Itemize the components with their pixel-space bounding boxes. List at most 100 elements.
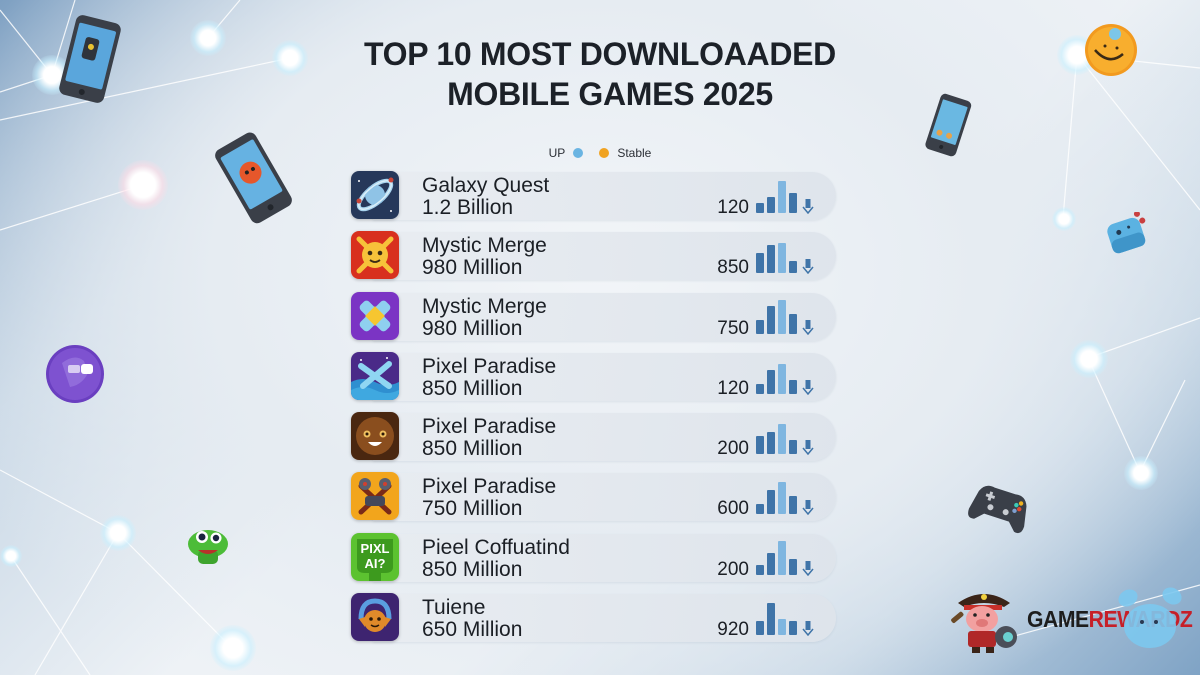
game-downloads: 850 Million: [422, 437, 523, 461]
pixl-text-icon: PIXL AI?: [351, 532, 399, 581]
brown-face-icon: [351, 412, 399, 461]
glow-dot: [100, 515, 136, 551]
list-item[interactable]: Pixel Paradise 850 Million 120: [351, 351, 836, 402]
list-item[interactable]: Pixel Paradise 750 Million 600: [351, 472, 836, 522]
game-name: Galaxy Quest: [422, 174, 550, 197]
glow-dot: [272, 40, 308, 76]
trend-bar: [767, 432, 775, 455]
list-item[interactable]: Tuiene 650 Million 920: [351, 593, 836, 643]
game-score: 120: [717, 377, 749, 399]
title-line-2: MOBILE GAMES 2025: [447, 76, 773, 112]
svg-text:AI?: AI?: [365, 556, 386, 571]
purple-ball-icon: [46, 345, 104, 403]
glow-dot: [1052, 207, 1076, 231]
game-downloads: 650 Million: [422, 618, 523, 642]
list-item[interactable]: Mystic Merge 980 Million 850: [351, 231, 836, 281]
smiley-icon: [1085, 24, 1137, 76]
trend-bar: [789, 313, 797, 334]
trend-bar: [756, 504, 764, 515]
trend-bar: [756, 436, 764, 455]
arrow-down-icon: [802, 199, 814, 214]
game-downloads: 750 Million: [422, 497, 523, 521]
list-item[interactable]: Mystic Merge 980 Million 750: [351, 291, 836, 342]
brand-part-1: GAME: [1027, 606, 1089, 632]
trend-bars: [756, 362, 800, 394]
gamepad-icon: [968, 485, 1027, 534]
trend-bars: [756, 540, 800, 575]
trend-bar: [778, 299, 786, 334]
page-title: TOP 10 MOST DOWNLOAADED MOBILE GAMES 202…: [0, 34, 1200, 114]
planet-icon: [351, 171, 399, 219]
arrow-down-icon: [802, 560, 814, 576]
game-downloads: 1.2 Billion: [422, 196, 514, 219]
arrow-down-icon: [802, 259, 814, 275]
trend-bar: [789, 496, 797, 515]
legend-item-stable: Stable: [599, 146, 651, 160]
trend-bar: [756, 621, 764, 636]
trend-bar: [756, 319, 764, 334]
game-score: 200: [717, 438, 749, 460]
pirate-pig-mascot-icon: [951, 594, 1017, 653]
arrow-down-icon: [802, 500, 814, 516]
game-name: Pixel Paradise: [422, 415, 557, 439]
games-list: Galaxy Quest 1.2 Billion 120 Mystic Merg…: [351, 171, 836, 653]
trend-bar: [789, 379, 797, 394]
trend-bar: [778, 482, 786, 515]
monkey-headphones-icon: [351, 593, 399, 642]
gem-cross-icon: [351, 291, 399, 340]
arrow-down-icon: [802, 440, 814, 456]
trend-bar: [756, 253, 764, 274]
glow-dot: [1070, 340, 1108, 378]
game-score: 750: [717, 317, 749, 339]
trend-bar: [767, 197, 775, 213]
glow-dot: [190, 20, 226, 56]
arrow-down-icon: [802, 621, 814, 637]
legend-item-up: UP: [549, 146, 584, 160]
trend-bar: [767, 490, 775, 515]
trend-bar: [789, 440, 797, 455]
trend-bar: [789, 193, 797, 213]
trend-bar: [767, 245, 775, 274]
phone-icon: [59, 15, 121, 103]
blue-blob-mascot-icon: [1118, 587, 1182, 648]
phone-icon: [925, 93, 972, 157]
game-score: 200: [717, 558, 749, 580]
game-name: Pixel Paradise: [422, 475, 557, 499]
trend-bars: [756, 422, 800, 455]
legend-label-up: UP: [548, 146, 566, 160]
trend-bar: [778, 619, 786, 636]
trend-bars: [756, 482, 800, 515]
frog-toy-icon: [188, 530, 228, 564]
game-name: Mystic Merge: [422, 234, 547, 258]
plane-wave-icon: [351, 351, 399, 400]
game-name: Tuiene: [422, 596, 486, 620]
game-downloads: 850 Million: [422, 376, 523, 400]
legend: UP Stable: [0, 146, 1200, 160]
game-name: Mystic Merge: [422, 294, 547, 318]
glow-dot: [210, 625, 256, 671]
title-line-1: TOP 10 MOST DOWNLOAADED: [364, 36, 836, 72]
trend-bar: [789, 558, 797, 575]
game-downloads: 850 Million: [422, 557, 523, 581]
trend-bar: [778, 243, 786, 274]
svg-text:PIXL: PIXL: [361, 541, 390, 556]
trend-bars: [756, 299, 800, 334]
list-item[interactable]: Galaxy Quest 1.2 Billion 120: [351, 171, 836, 221]
list-item[interactable]: PIXL AI? Pieel Coffuatind 850 Million 20…: [351, 532, 836, 583]
phone-icon: [215, 132, 292, 224]
game-name: Pieel Coffuatind: [422, 535, 570, 559]
legend-dot-stable-icon: [599, 148, 610, 158]
game-downloads: 980 Million: [422, 316, 523, 340]
glow-dot: [118, 160, 168, 210]
trend-bar: [756, 564, 764, 575]
list-item[interactable]: Pixel Paradise 850 Million 200: [351, 412, 836, 462]
trend-bars: [756, 181, 800, 213]
trend-bar: [756, 203, 764, 213]
sun-face-icon: [351, 231, 399, 280]
game-score: 600: [717, 498, 749, 520]
warrior-icon: [351, 472, 399, 521]
arrow-down-icon: [802, 379, 814, 395]
trend-bar: [778, 540, 786, 575]
trend-bar: [767, 305, 775, 334]
trend-bar: [767, 552, 775, 575]
